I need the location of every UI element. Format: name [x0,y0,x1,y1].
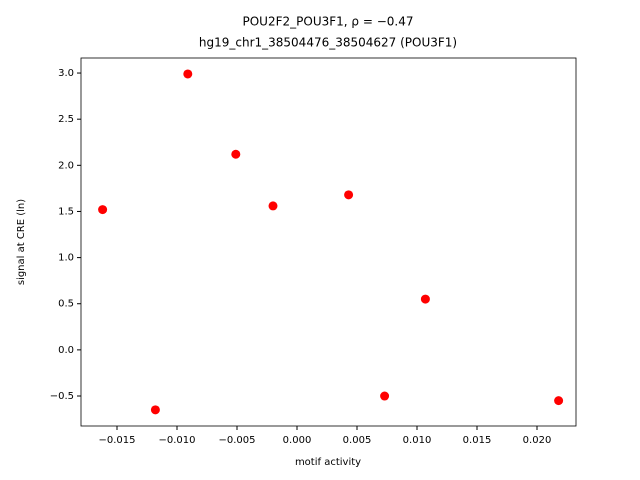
y-tick-label: 2.5 [58,114,74,125]
chart-subtitle: hg19_chr1_38504476_38504627 (POU3F1) [199,36,457,50]
y-tick-label: 0.5 [58,299,74,310]
point [231,149,241,159]
y-tick-label: 3.0 [58,68,74,79]
y-tick-label: 0.0 [58,345,74,356]
point [420,294,430,304]
x-tick-label: 0.000 [283,435,312,446]
x-tick-label: 0.015 [463,435,492,446]
point [380,391,390,401]
x-tick-label: −0.005 [218,435,255,446]
plot-frame [80,57,577,427]
y-tick-label: 1.5 [58,206,74,217]
point [344,190,354,200]
x-tick-label: 0.010 [403,435,432,446]
point [554,396,564,406]
x-tick-label: 0.005 [343,435,372,446]
chart-title: POU2F2_POU3F1, ρ = −0.47 [243,15,414,29]
point [150,405,160,415]
y-tick-label: 2.0 [58,160,74,171]
y-tick-label: 1.0 [58,253,74,264]
x-tick-label: −0.015 [98,435,135,446]
point [268,201,278,211]
y-tick-label: −0.5 [50,391,74,402]
y-axis-label: signal at CRE (ln) [16,199,27,285]
x-tick-label: −0.010 [158,435,195,446]
point [183,69,193,79]
point [98,205,108,215]
x-tick-label: 0.020 [523,435,552,446]
x-axis-label: motif activity [295,457,361,468]
